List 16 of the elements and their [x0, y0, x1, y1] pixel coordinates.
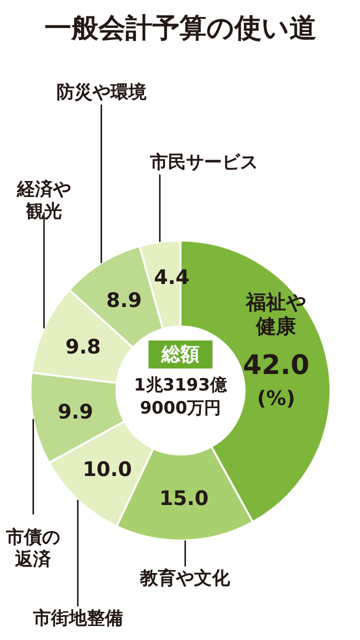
text: 総額 — [160, 344, 200, 366]
slice-label: 市街地整備 — [32, 608, 123, 629]
slice-label: 教育や文化 — [139, 567, 232, 589]
data-label: 10.0 — [82, 457, 132, 481]
text: 1兆3193億9000万円 — [134, 376, 228, 418]
data-label: 42.0 — [242, 350, 310, 381]
slice-label: 防災や環境 — [56, 82, 146, 103]
text: (%) — [256, 386, 296, 410]
data-label: 9.9 — [58, 399, 94, 424]
chart-title: 一般会計予算の使い道 — [44, 13, 316, 44]
slice-label: 経済や観光 — [16, 179, 71, 222]
slice-label: 市民サービス — [148, 152, 258, 173]
data-label: 15.0 — [159, 486, 209, 510]
data-label: 9.8 — [65, 334, 101, 359]
slice-label: 市債の返済 — [5, 527, 60, 570]
data-label: 8.9 — [106, 288, 142, 312]
